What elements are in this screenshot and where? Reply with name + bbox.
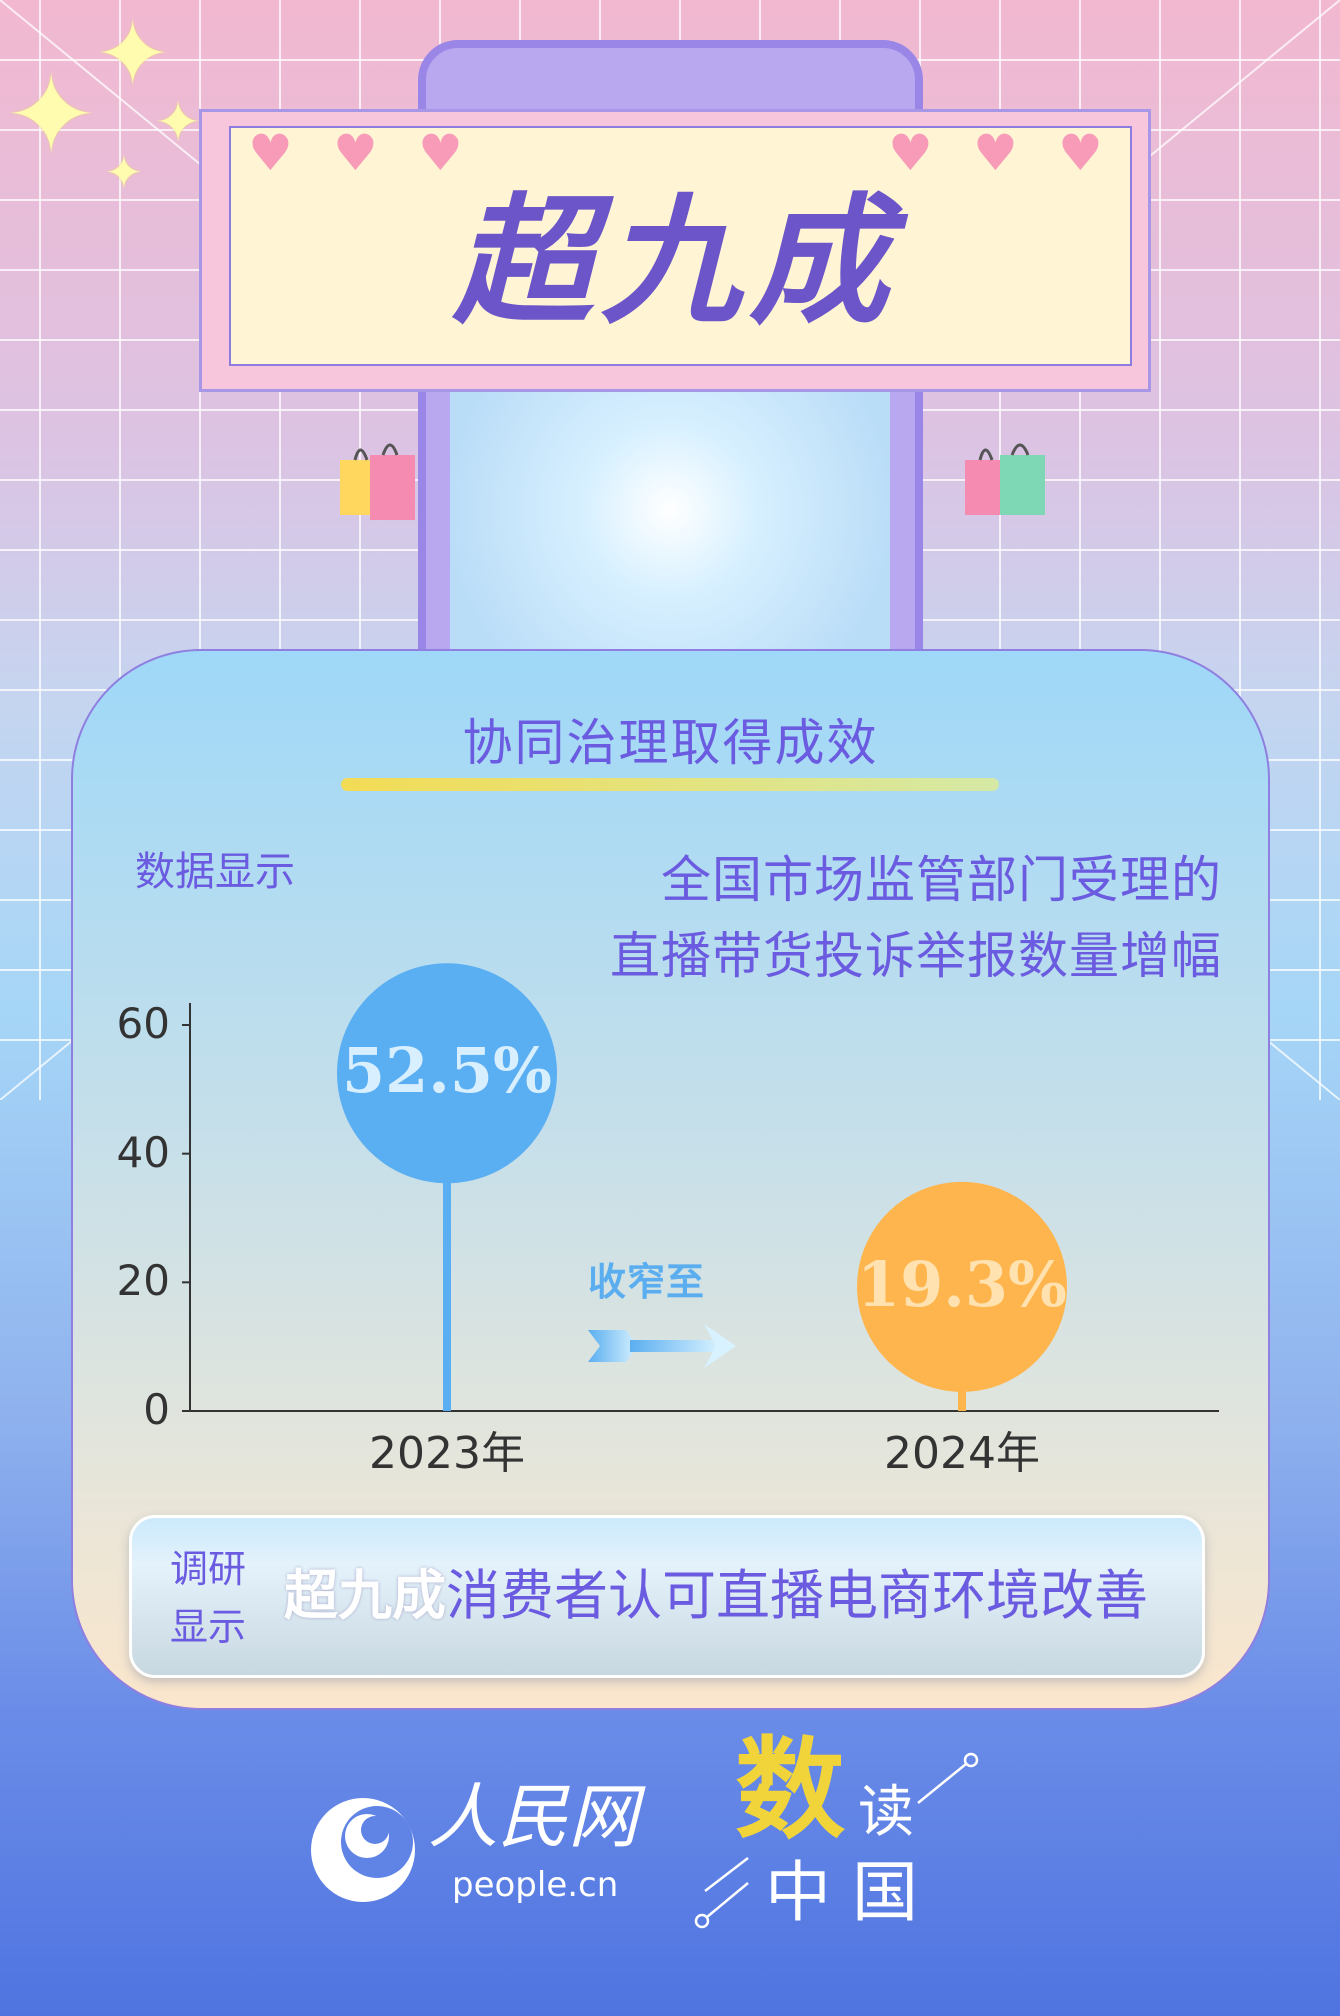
x-tick-label: 2023年 xyxy=(369,1428,525,1479)
survey-label: 调研 显示 xyxy=(170,1540,246,1656)
heart-icon: ♥ xyxy=(333,128,378,178)
shopper-man-illustration xyxy=(340,443,415,520)
lollipop-balloon xyxy=(857,1181,1067,1392)
sparkle-icon: ✦ xyxy=(155,90,202,154)
shopper-woman-illustration xyxy=(965,443,1045,515)
brand-shu: 数 xyxy=(735,1725,845,1854)
people-cn-logo-text: 人民网 xyxy=(428,1776,638,1858)
data-label: 数据显示 xyxy=(135,849,295,895)
survey-statement: 超九成消费者认可直播电商环境改善 xyxy=(284,1563,1148,1627)
brand-du: 读 xyxy=(858,1780,914,1845)
narrow-label: 收窄至 xyxy=(588,1260,706,1304)
lollipop-balloon xyxy=(337,963,557,1184)
subtitle-line-2: 直播带货投诉举报数量增幅 xyxy=(610,927,1222,985)
survey-highlight: 超九成 xyxy=(284,1563,446,1627)
brand-zhongguo: 中 国 xyxy=(765,1854,918,1931)
sparkle-icon: ✦ xyxy=(105,146,143,199)
survey-box xyxy=(129,1515,1205,1678)
subtitle-line-1: 全国市场监管部门受理的 xyxy=(661,851,1222,909)
lollipop-chart xyxy=(182,963,1219,1412)
heart-icon: ♥ xyxy=(248,128,293,178)
title-banner-inner xyxy=(229,126,1132,366)
chart-subtitle: 全国市场监管部门受理的 直播带货投诉举报数量增幅 xyxy=(560,842,1222,994)
y-tick-label: 40 xyxy=(116,1127,170,1177)
survey-label-line-1: 调研 xyxy=(170,1547,247,1591)
x-tick-label: 2024年 xyxy=(884,1428,1040,1479)
heart-icon: ♥ xyxy=(418,128,463,178)
people-cn-logo-icon xyxy=(311,1798,415,1902)
y-tick-label: 20 xyxy=(116,1256,170,1306)
y-tick-label: 60 xyxy=(116,999,170,1048)
connector-lines-decoration xyxy=(694,1752,979,1929)
people-cn-url: people.cn xyxy=(452,1865,619,1905)
sparkle-icon: ✦ xyxy=(5,51,98,179)
card-heading: 协同治理取得成效 xyxy=(462,714,879,772)
data-label: 52.5% xyxy=(342,1034,552,1108)
heart-icon: ♥ xyxy=(973,128,1018,178)
phone-screen-illustration xyxy=(450,390,890,690)
heart-icon: ♥ xyxy=(1058,128,1103,178)
survey-label-line-2: 显示 xyxy=(170,1605,247,1649)
page-title: 超九成 xyxy=(452,180,897,344)
data-label: 19.3% xyxy=(857,1247,1067,1321)
heart-icon: ♥ xyxy=(888,128,933,178)
lollipop-stick xyxy=(443,1073,451,1411)
y-tick-label: 0 xyxy=(143,1385,170,1434)
survey-text: 消费者认可直播电商环境改善 xyxy=(446,1564,1148,1627)
sparkle-icon: ✦ xyxy=(95,2,171,107)
heading-underline xyxy=(341,778,999,791)
arrow-right-icon xyxy=(588,1324,736,1368)
